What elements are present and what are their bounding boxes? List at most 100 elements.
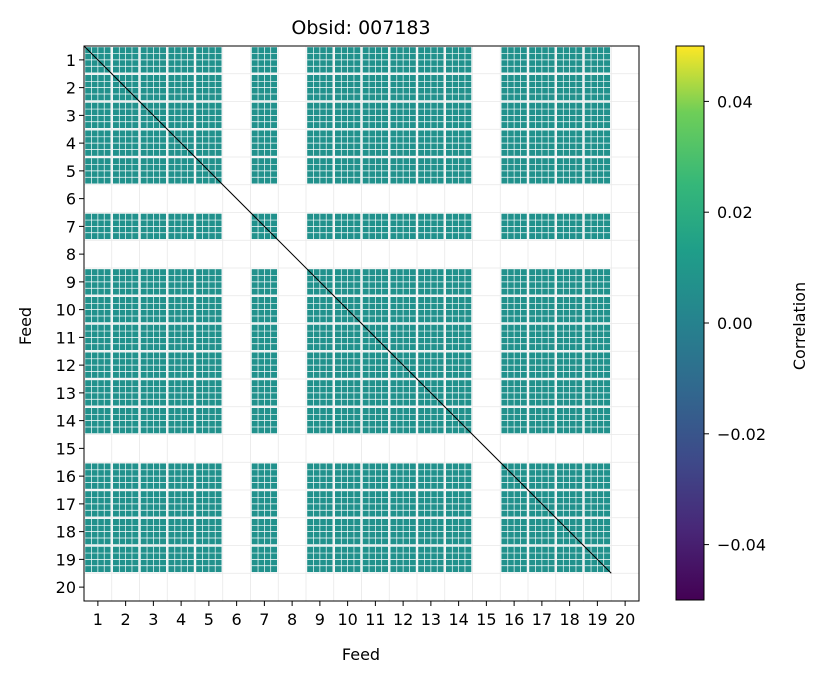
heatmap-cell-feed13-feed3 (140, 380, 167, 406)
heatmap-cell-feed3-feed1 (85, 102, 111, 129)
heatmap-cell-feed7-feed19 (584, 213, 611, 240)
y-tick-label: 6 (66, 190, 76, 209)
heatmap-cell-feed1-feed9 (307, 47, 333, 73)
colorbar (675, 45, 705, 601)
heatmap-cell-feed9-feed14 (445, 269, 472, 295)
heatmap-cell-feed2-feed7 (251, 74, 278, 101)
heatmap-cell-feed5-feed18 (556, 158, 583, 184)
heatmap-cell-feed13-feed12 (390, 380, 416, 406)
heatmap-cell-feed17-feed2 (112, 491, 139, 517)
heatmap-cell-feed13-feed5 (196, 380, 222, 406)
heatmap-cell-feed2-feed19 (584, 74, 611, 101)
heatmap-cell-feed10-feed12 (390, 296, 416, 323)
heatmap-cell-feed3-feed14 (445, 102, 472, 129)
heatmap-cell-feed12-feed17 (529, 352, 555, 378)
heatmap-cell-feed19-feed3 (140, 546, 167, 573)
colorbar-tick-label: 0.02 (717, 203, 753, 222)
heatmap-cell-feed18-feed17 (529, 518, 555, 545)
heatmap-cell-feed5-feed7 (251, 158, 278, 184)
y-tick-label: 16 (56, 467, 76, 486)
heatmap-cell-feed14-feed9 (307, 407, 333, 434)
heatmap-cell-feed17-feed5 (196, 491, 222, 517)
heatmap-cell-feed5-feed12 (390, 158, 416, 184)
heatmap-cell-feed14-feed19 (584, 407, 611, 434)
y-tick-label: 10 (56, 301, 76, 320)
heatmap-cell-feed17-feed14 (445, 491, 472, 517)
heatmap-cell-feed19-feed4 (168, 546, 194, 573)
heatmap-cell-feed13-feed2 (112, 380, 139, 406)
heatmap-cell-feed10-feed5 (196, 296, 222, 323)
heatmap-cell-feed13-feed4 (168, 380, 194, 406)
heatmap-cell-feed19-feed7 (251, 546, 278, 573)
heatmap-cell-feed11-feed10 (334, 324, 361, 351)
plot-area (83, 45, 639, 601)
heatmap-cell-feed1-feed4 (168, 47, 194, 73)
heatmap-cell-feed11-feed17 (529, 324, 555, 351)
heatmap-cell-feed13-feed19 (584, 380, 611, 406)
heatmap-cell-feed19-feed17 (529, 546, 555, 573)
heatmap-cell-feed16-feed14 (445, 463, 472, 489)
heatmap-cell-feed5-feed1 (85, 158, 111, 184)
heatmap-cell-feed16-feed11 (362, 463, 389, 489)
heatmap-cell-feed2-feed18 (556, 74, 583, 101)
heatmap-cell-feed1-feed17 (529, 47, 555, 73)
y-tick-label: 1 (66, 51, 76, 70)
heatmap-cell-feed11-feed12 (390, 324, 416, 351)
heatmap-cell-feed11-feed16 (501, 324, 527, 351)
heatmap-cell-feed4-feed2 (112, 130, 139, 156)
heatmap-cell-feed13-feed7 (251, 380, 278, 406)
heatmap-cell-feed10-feed2 (112, 296, 139, 323)
heatmap-cell-feed4-feed5 (196, 130, 222, 156)
heatmap-cell-feed13-feed10 (334, 380, 361, 406)
colorbar-ticks: 0.04 0.02 0.00 −0.02 −0.04 (704, 92, 766, 555)
heatmap-cell-feed11-feed13 (418, 324, 444, 351)
heatmap-cell-feed13-feed9 (307, 380, 333, 406)
y-tick-label: 9 (66, 273, 76, 292)
heatmap-cell-feed4-feed14 (445, 130, 472, 156)
heatmap-cell-feed18-feed13 (418, 518, 444, 545)
x-tick-label: 9 (315, 610, 325, 629)
colorbar-tick-label: −0.04 (717, 536, 766, 555)
heatmap-cell-feed3-feed2 (112, 102, 139, 129)
heatmap-cell-feed7-feed3 (140, 213, 167, 240)
heatmap-cell-feed12-feed18 (556, 352, 583, 378)
heatmap-cell-feed11-feed5 (196, 324, 222, 351)
y-tick-label: 19 (56, 550, 76, 569)
heatmap-cell-feed19-feed11 (362, 546, 389, 573)
heatmap-cell-feed16-feed5 (196, 463, 222, 489)
x-tick-label: 3 (148, 610, 158, 629)
heatmap-cell-feed19-feed12 (390, 546, 416, 573)
heatmap-cell-feed5-feed11 (362, 158, 389, 184)
heatmap-cell-feed4-feed16 (501, 130, 527, 156)
heatmap-cell-feed17-feed4 (168, 491, 194, 517)
heatmap-cell-feed9-feed1 (85, 269, 111, 295)
heatmap-cell-feed18-feed14 (445, 518, 472, 545)
heatmap-cell-feed9-feed13 (418, 269, 444, 295)
heatmap-cell-feed19-feed13 (418, 546, 444, 573)
heatmap-cell-feed2-feed14 (445, 74, 472, 101)
heatmap-cell-feed7-feed12 (390, 213, 416, 240)
heatmap-cell-feed1-feed5 (196, 47, 222, 73)
x-tick-label: 17 (532, 610, 552, 629)
heatmap-cell-feed7-feed18 (556, 213, 583, 240)
heatmap-cell-feed3-feed10 (334, 102, 361, 129)
heatmap-cell-feed1-feed10 (334, 47, 361, 73)
x-tick-label: 14 (448, 610, 468, 629)
heatmap-cell-feed10-feed4 (168, 296, 194, 323)
heatmap-cell-feed4-feed1 (85, 130, 111, 156)
heatmap-cell-feed4-feed7 (251, 130, 278, 156)
heatmap-cell-feed9-feed2 (112, 269, 139, 295)
heatmap-cell-feed4-feed17 (529, 130, 555, 156)
heatmap-cell-feed5-feed16 (501, 158, 527, 184)
heatmap-cell-feed18-feed7 (251, 518, 278, 545)
heatmap-cell-feed18-feed1 (85, 518, 111, 545)
heatmap-cell-feed10-feed19 (584, 296, 611, 323)
heatmap-cell-feed11-feed4 (168, 324, 194, 351)
heatmap-cell-feed16-feed9 (307, 463, 333, 489)
y-tick-label: 20 (56, 578, 76, 597)
y-tick-label: 4 (66, 134, 76, 153)
heatmap-cell-feed3-feed16 (501, 102, 527, 129)
heatmap-cell-feed14-feed7 (251, 407, 278, 434)
colorbar-tick-label: 0.04 (717, 92, 753, 111)
heatmap-cell-feed18-feed4 (168, 518, 194, 545)
